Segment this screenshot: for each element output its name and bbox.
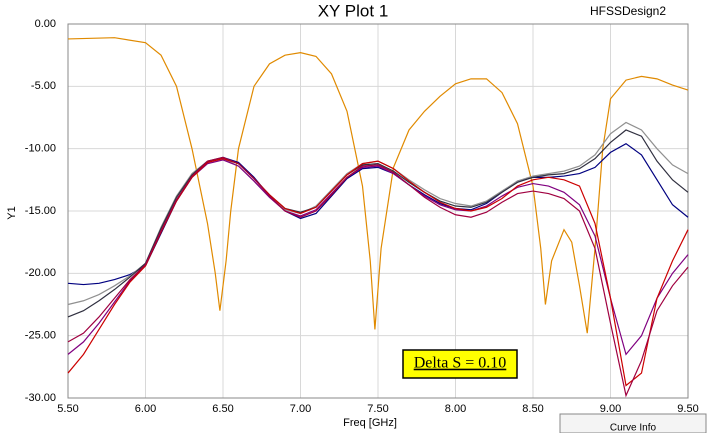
y-tick-label: -10.00 (25, 143, 56, 155)
y-tick-label: -15.00 (25, 205, 56, 217)
legend-box (559, 413, 707, 433)
design-name: HFSSDesign2 (590, 4, 666, 18)
y-tick-label: -30.00 (25, 392, 56, 404)
legend-title: Curve Info (610, 423, 657, 433)
plot-area: 0.00 -5.00 -10.00 -15.00 -20.00 -25.00 -30.005… (25, 18, 699, 415)
annotation: Delta S = 0.10 (414, 355, 507, 372)
x-tick-label: 7.00 (290, 403, 311, 415)
y-tick-label: -20.00 (25, 267, 56, 279)
y-tick-label: 0.00 (35, 18, 56, 30)
x-tick-label: 9.00 (600, 403, 621, 415)
x-tick-label: 8.50 (522, 403, 543, 415)
y-tick-label: -5.00 (31, 80, 56, 92)
x-tick-label: 8.00 (445, 403, 466, 415)
chart-title: XY Plot 1 (318, 1, 389, 20)
series-line (67, 156, 689, 398)
x-tick-label: 7.50 (367, 403, 388, 415)
x-tick-label: 9.50 (677, 403, 698, 415)
series-line (67, 129, 689, 318)
x-tick-label: 6.00 (135, 403, 156, 415)
y-tick-label: -25.00 (25, 330, 56, 342)
annotation-box (402, 349, 518, 379)
series-line (67, 37, 689, 334)
x-tick-label: 6.50 (212, 403, 233, 415)
x-axis-label: Freq [GHz] (343, 417, 397, 429)
y-axis-label: Y1 (6, 206, 18, 219)
x-tick-label: 5.50 (57, 403, 78, 415)
plot-frame (67, 23, 689, 399)
